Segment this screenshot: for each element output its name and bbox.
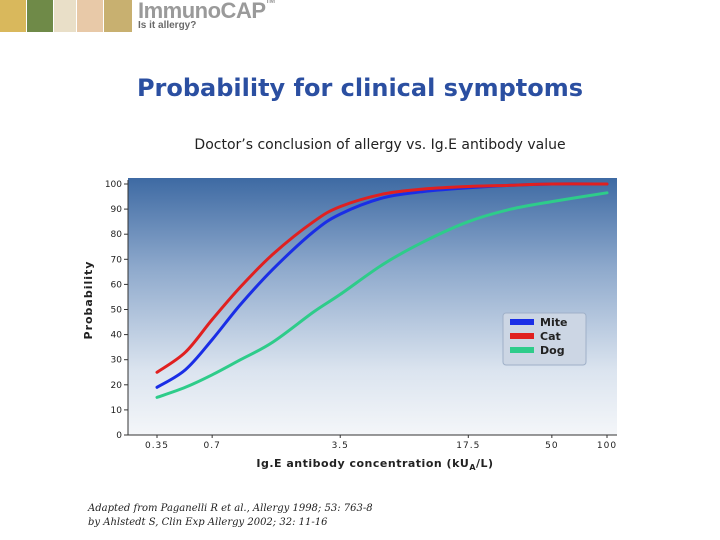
y-tick-label: 0 xyxy=(116,431,122,441)
x-tick-label: 100 xyxy=(597,441,617,451)
x-tick-label: 0.7 xyxy=(203,441,220,451)
citation-line-1: Adapted from Paganelli R et al., Allergy… xyxy=(88,503,373,514)
y-tick-label: 50 xyxy=(111,306,123,316)
y-tick-label: 100 xyxy=(105,180,122,190)
brand-logo: ImmunoCAPTM xyxy=(138,0,275,23)
y-tick-label: 90 xyxy=(111,205,123,215)
chart-title: Doctor’s conclusion of allergy vs. Ig.E … xyxy=(194,137,566,153)
brand-tagline: Is it allergy? xyxy=(138,20,197,31)
legend-label-dog: Dog xyxy=(540,344,565,357)
y-tick-label: 80 xyxy=(111,230,123,240)
header: ImmunoCAPTM Is it allergy? xyxy=(0,0,720,36)
y-tick-label: 30 xyxy=(111,356,123,366)
y-tick-label: 10 xyxy=(111,406,123,416)
legend-label-mite: Mite xyxy=(540,316,567,329)
series-line-cat xyxy=(155,182,609,374)
y-tick-label: 70 xyxy=(111,255,123,265)
legend-swatch-dog xyxy=(510,347,534,353)
citation: Adapted from Paganelli R et al., Allergy… xyxy=(88,502,373,530)
y-axis-label: Probability xyxy=(82,261,95,340)
series-line-dog xyxy=(155,191,609,399)
plot-area xyxy=(128,178,617,435)
x-axis-label: Ig.E antibody concentration (kUA/L) xyxy=(256,457,493,472)
header-photo-strip xyxy=(0,0,132,32)
y-tick-label: 60 xyxy=(111,280,123,290)
series-lines xyxy=(155,182,609,399)
legend-swatch-cat xyxy=(510,333,534,339)
y-ticks: 0 10 20 30 40 50 60 70 80 90 100 xyxy=(105,180,128,441)
legend-label-cat: Cat xyxy=(540,330,561,343)
x-tick-label: 3.5 xyxy=(332,441,349,451)
y-tick-label: 40 xyxy=(111,331,123,341)
x-tick-label: 0.35 xyxy=(145,441,169,451)
x-tick-label: 17.5 xyxy=(456,441,480,451)
x-ticks: 0.35 0.7 3.5 17.5 50 100 xyxy=(145,435,617,451)
y-tick-label: 20 xyxy=(111,381,123,391)
citation-line-2: by Ahlstedt S, Clin Exp Allergy 2002; 32… xyxy=(88,517,328,528)
x-tick-label: 50 xyxy=(545,441,558,451)
slide-title: Probability for clinical symptoms xyxy=(136,74,584,102)
legend-swatch-mite xyxy=(510,319,534,325)
